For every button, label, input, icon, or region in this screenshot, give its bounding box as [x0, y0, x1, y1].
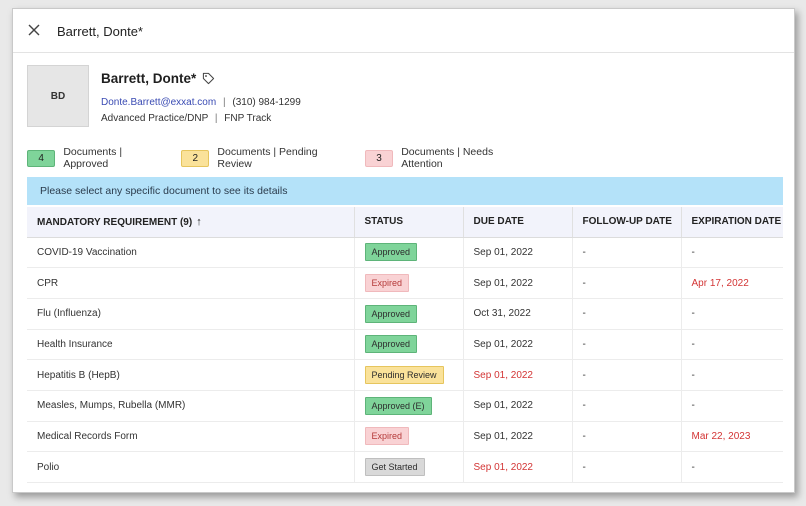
status-badge: Expired	[364, 427, 410, 446]
due-date-cell: Sep 01, 2022	[463, 267, 573, 299]
due-date-cell: Oct 31, 2022	[463, 298, 573, 330]
status-cell: Approved	[354, 298, 464, 330]
requirement-cell: COVID-19 Vaccination	[27, 237, 355, 269]
column-header-follow-up-date[interactable]: FOLLOW-UP DATE	[572, 207, 682, 238]
status-cell: Expired	[354, 267, 464, 299]
arrow-up-icon[interactable]: ↑	[196, 215, 202, 228]
status-badge: Approved	[364, 335, 418, 354]
phone-number: (310) 984-1299	[232, 97, 301, 108]
requirement-cell: Health Insurance	[27, 329, 355, 361]
program-info: Advanced Practice/DNP | FNP Track	[101, 113, 271, 124]
contact-info: Donte.Barrett@exxat.com | (310) 984-1299	[101, 97, 301, 108]
requirements-table: MANDATORY REQUIREMENT (9) ↑ STATUS DUE DA…	[27, 207, 783, 483]
info-banner: Please select any specific document to s…	[27, 177, 783, 205]
document-summary: 4 Documents | Approved 2 Documents | Pen…	[27, 143, 547, 173]
due-date-cell: Sep 01, 2022	[463, 329, 573, 361]
expiration-date-cell: Apr 17, 2022	[681, 267, 783, 299]
follow-up-date-cell: -	[572, 390, 682, 422]
summary-label: Documents | Pending Review	[217, 146, 318, 170]
avatar: BD	[27, 65, 89, 127]
status-badge: Get Started	[364, 458, 425, 477]
summary-label: Documents | Needs Attention	[401, 146, 494, 170]
due-date-cell: Sep 01, 2022	[463, 359, 573, 391]
student-name: Barrett, Donte*	[101, 71, 197, 86]
status-cell: Approved	[354, 329, 464, 361]
follow-up-date-cell: -	[572, 237, 682, 269]
student-profile: BD Barrett, Donte* Donte.Barrett@exxat.c…	[27, 63, 782, 145]
summary-needs-attention[interactable]: 3 Documents | Needs Attention	[364, 146, 529, 170]
tag-icon[interactable]	[202, 72, 215, 85]
separator: |	[222, 97, 226, 108]
status-cell: Approved	[354, 237, 464, 269]
follow-up-date-cell: -	[572, 421, 682, 453]
expiration-date-cell: -	[681, 237, 783, 269]
column-header-due-date[interactable]: DUE DATE	[463, 207, 573, 238]
count-badge: 4	[27, 149, 56, 167]
email-link[interactable]: Donte.Barrett@exxat.com	[101, 97, 217, 108]
track-name: FNP Track	[224, 113, 272, 124]
status-cell: Pending Review	[354, 359, 464, 391]
panel-title: Barrett, Donte*	[57, 24, 143, 39]
status-badge: Approved (E)	[364, 396, 432, 415]
panel-header: Barrett, Donte*	[13, 9, 794, 53]
table-row[interactable]: Hepatitis B (HepB) Pending Review Sep 01…	[27, 359, 783, 391]
due-date-cell: Sep 01, 2022	[463, 421, 573, 453]
table-row[interactable]: CPR Expired Sep 01, 2022 - Apr 17, 2022	[27, 267, 783, 299]
follow-up-date-cell: -	[572, 267, 682, 299]
count-badge: 3	[364, 149, 394, 167]
requirement-cell: Hepatitis B (HepB)	[27, 359, 355, 391]
close-icon[interactable]	[27, 23, 41, 37]
table-row[interactable]: Measles, Mumps, Rubella (MMR) Approved (…	[27, 390, 783, 422]
column-header-expiration-date[interactable]: EXPIRATION DATE	[681, 207, 783, 238]
summary-approved[interactable]: 4 Documents | Approved	[27, 146, 163, 170]
status-cell: Approved (E)	[354, 390, 464, 422]
expiration-date-cell: -	[681, 390, 783, 422]
follow-up-date-cell: -	[572, 451, 682, 483]
expiration-date-cell: -	[681, 451, 783, 483]
requirement-cell: CPR	[27, 267, 355, 299]
table-row[interactable]: Medical Records Form Expired Sep 01, 202…	[27, 421, 783, 453]
status-cell: Expired	[354, 421, 464, 453]
column-header-requirement[interactable]: MANDATORY REQUIREMENT (9) ↑	[27, 207, 355, 238]
requirement-cell: Medical Records Form	[27, 421, 355, 453]
program-name: Advanced Practice/DNP	[101, 113, 209, 124]
expiration-date-cell: Mar 22, 2023	[681, 421, 783, 453]
table-row[interactable]: Polio Get Started Sep 01, 2022 - -	[27, 451, 783, 483]
table-row[interactable]: COVID-19 Vaccination Approved Sep 01, 20…	[27, 237, 783, 269]
expiration-date-cell: -	[681, 329, 783, 361]
summary-pending-review[interactable]: 2 Documents | Pending Review	[181, 146, 347, 170]
student-detail-panel: Barrett, Donte* BD Barrett, Donte* Donte…	[12, 8, 795, 493]
expiration-date-cell: -	[681, 298, 783, 330]
due-date-cell: Sep 01, 2022	[463, 237, 573, 269]
follow-up-date-cell: -	[572, 359, 682, 391]
table-row[interactable]: Flu (Influenza) Approved Oct 31, 2022 - …	[27, 298, 783, 330]
expiration-date-cell: -	[681, 359, 783, 391]
summary-label: Documents | Approved	[63, 146, 123, 170]
status-badge: Pending Review	[364, 366, 444, 385]
follow-up-date-cell: -	[572, 298, 682, 330]
due-date-cell: Sep 01, 2022	[463, 390, 573, 422]
status-badge: Expired	[364, 274, 410, 293]
column-header-status[interactable]: STATUS	[354, 207, 464, 238]
follow-up-date-cell: -	[572, 329, 682, 361]
requirement-cell: Flu (Influenza)	[27, 298, 355, 330]
status-badge: Approved	[364, 304, 418, 323]
count-badge: 2	[181, 149, 210, 167]
student-name-row: Barrett, Donte*	[101, 71, 215, 86]
status-cell: Get Started	[354, 451, 464, 483]
table-row[interactable]: Health Insurance Approved Sep 01, 2022 -…	[27, 329, 783, 361]
separator: |	[214, 113, 218, 124]
table-header-row: MANDATORY REQUIREMENT (9) ↑ STATUS DUE DA…	[27, 207, 783, 238]
requirement-cell: Polio	[27, 451, 355, 483]
due-date-cell: Sep 01, 2022	[463, 451, 573, 483]
status-badge: Approved	[364, 243, 418, 262]
requirement-cell: Measles, Mumps, Rubella (MMR)	[27, 390, 355, 422]
